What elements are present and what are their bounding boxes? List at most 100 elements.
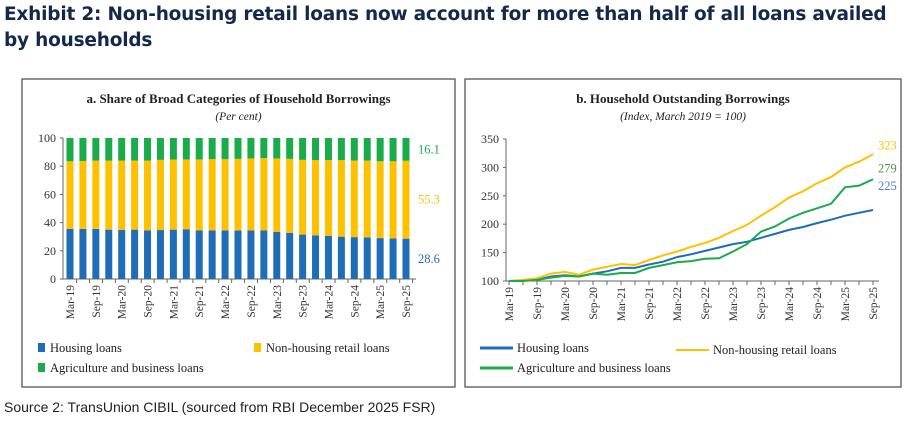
y-tick-label: 60 bbox=[44, 187, 56, 201]
bar-agri bbox=[312, 138, 320, 161]
end-label: 323 bbox=[878, 138, 897, 152]
x-tick-label: Mar-23 bbox=[272, 285, 284, 320]
x-tick-label: Sep-21 bbox=[194, 285, 206, 318]
x-tick-label: Sep-22 bbox=[700, 287, 712, 320]
bar-non-housing bbox=[144, 160, 152, 231]
x-tick-label: Mar-19 bbox=[65, 285, 77, 320]
x-tick-label: Mar-19 bbox=[504, 287, 516, 322]
legend-label: Agriculture and business loans bbox=[517, 361, 671, 375]
bar-agri bbox=[66, 138, 74, 162]
bar-housing bbox=[247, 230, 255, 279]
end-label: 16.1 bbox=[418, 142, 440, 156]
end-label: 225 bbox=[878, 179, 897, 193]
bar-housing bbox=[195, 230, 203, 279]
bar-housing bbox=[389, 238, 397, 279]
bar-non-housing bbox=[221, 159, 229, 231]
legend-label: Non-housing retail loans bbox=[713, 343, 837, 357]
x-tick-label: Mar-20 bbox=[560, 287, 572, 322]
bar-non-housing bbox=[299, 159, 307, 235]
bar-agri bbox=[234, 138, 242, 159]
bar-agri bbox=[402, 138, 410, 161]
y-tick-label: 350 bbox=[481, 132, 499, 146]
bar-agri bbox=[105, 138, 113, 161]
end-label: 28.6 bbox=[418, 252, 440, 266]
x-tick-label: Mar-25 bbox=[840, 287, 852, 322]
bar-non-housing bbox=[312, 160, 320, 236]
panel-a: a. Share of Broad Categories of Househol… bbox=[21, 78, 456, 388]
x-tick-label: Mar-22 bbox=[672, 287, 684, 322]
legend-label: Agriculture and business loans bbox=[50, 361, 204, 375]
bar-agri bbox=[79, 138, 87, 161]
legend-swatch bbox=[254, 343, 261, 352]
chart-subtitle: (Per cent) bbox=[215, 111, 261, 123]
y-tick-label: 250 bbox=[481, 189, 499, 203]
bar-housing bbox=[182, 229, 190, 279]
legend-label: Housing loans bbox=[517, 341, 589, 355]
x-tick-label: Sep-25 bbox=[401, 285, 413, 318]
bar-agri bbox=[299, 138, 307, 160]
y-tick-label: 150 bbox=[481, 246, 499, 260]
x-tick-label: Sep-24 bbox=[349, 285, 361, 318]
bar-non-housing bbox=[247, 158, 255, 231]
y-tick-label: 0 bbox=[50, 272, 56, 286]
bar-non-housing bbox=[376, 161, 384, 239]
x-tick-label: Sep-23 bbox=[298, 285, 310, 318]
x-tick-label: Mar-22 bbox=[220, 285, 232, 320]
bar-agri bbox=[92, 138, 100, 161]
bar-housing bbox=[363, 237, 371, 279]
bar-agri bbox=[273, 138, 281, 159]
x-tick-label: Sep-23 bbox=[756, 287, 768, 320]
bar-non-housing bbox=[195, 159, 203, 231]
chart-title: b. Household Outstanding Borrowings bbox=[576, 91, 790, 106]
bar-housing bbox=[92, 228, 100, 279]
legend-label: Non-housing retail loans bbox=[266, 341, 390, 355]
bar-housing bbox=[208, 230, 216, 279]
y-tick-label: 100 bbox=[481, 274, 499, 288]
bar-non-housing bbox=[79, 160, 87, 229]
bar-non-housing bbox=[260, 158, 268, 231]
bar-non-housing bbox=[234, 158, 242, 231]
bar-non-housing bbox=[118, 160, 126, 230]
x-tick-label: Sep-19 bbox=[91, 285, 103, 318]
line-agri bbox=[509, 178, 874, 282]
bar-agri bbox=[221, 138, 229, 160]
bar-agri bbox=[195, 138, 203, 160]
bar-housing bbox=[312, 235, 320, 279]
y-tick-label: 300 bbox=[481, 160, 499, 174]
bar-housing bbox=[118, 229, 126, 279]
bar-housing bbox=[131, 229, 139, 279]
bar-housing bbox=[234, 230, 242, 279]
bar-housing bbox=[376, 238, 384, 279]
bar-housing bbox=[66, 228, 74, 279]
line-non-housing bbox=[508, 153, 874, 282]
bar-agri bbox=[286, 138, 294, 159]
bar-agri bbox=[118, 138, 126, 161]
bar-housing bbox=[221, 230, 229, 279]
bar-agri bbox=[376, 138, 384, 162]
bar-agri bbox=[260, 138, 268, 159]
x-tick-label: Mar-21 bbox=[168, 285, 180, 320]
bar-agri bbox=[337, 138, 345, 161]
end-label: 279 bbox=[878, 161, 897, 175]
y-tick-label: 80 bbox=[44, 159, 56, 173]
bar-housing bbox=[105, 229, 113, 279]
bar-housing bbox=[144, 230, 152, 279]
bar-non-housing bbox=[131, 160, 139, 230]
x-tick-label: Sep-19 bbox=[532, 287, 544, 320]
exhibit-title: Exhibit 2: Non-housing retail loans now … bbox=[4, 4, 887, 51]
bar-housing bbox=[350, 237, 358, 279]
end-label: 55.3 bbox=[418, 193, 440, 207]
y-tick-label: 40 bbox=[44, 216, 56, 230]
bar-agri bbox=[350, 138, 358, 161]
x-tick-label: Sep-20 bbox=[588, 287, 600, 320]
bar-housing bbox=[402, 238, 410, 279]
x-tick-label: Sep-25 bbox=[868, 287, 880, 320]
x-tick-label: Sep-21 bbox=[644, 287, 656, 320]
bar-non-housing bbox=[286, 158, 294, 233]
bar-non-housing bbox=[208, 159, 216, 231]
source-note: Source 2: TransUnion CIBIL (sourced from… bbox=[4, 399, 436, 415]
bar-housing bbox=[324, 235, 332, 279]
bar-agri bbox=[169, 138, 177, 160]
bar-non-housing bbox=[350, 160, 358, 238]
bar-non-housing bbox=[337, 160, 345, 237]
